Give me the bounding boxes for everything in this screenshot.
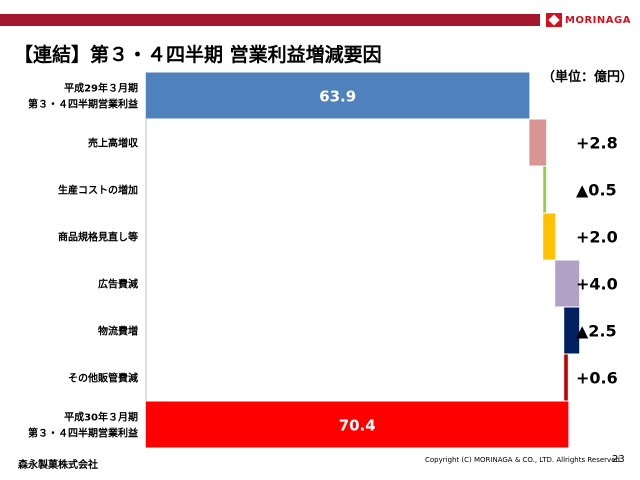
category-label: 平成30年３月期第３・４四半期営業利益: [28, 411, 138, 440]
category-label: その他販管費減: [68, 372, 138, 385]
delta-bar: [529, 119, 547, 166]
angel-mark-icon: [546, 13, 562, 27]
delta-value-label: +2.0: [576, 228, 618, 247]
delta-bar: [564, 307, 580, 354]
total-bar: [146, 401, 569, 448]
delta-value-label: +0.6: [576, 369, 618, 388]
unit-label: （単位：億円）: [542, 70, 634, 85]
category-label: 生産コストの増加: [58, 184, 138, 197]
category-label: 広告費減: [98, 278, 138, 291]
delta-bar: [543, 166, 547, 213]
page-title: 【連結】第３・４四半期 営業利益増減要因: [14, 44, 382, 66]
delta-value-label: ▲2.5: [576, 322, 617, 341]
category-label: 売上高増収: [88, 137, 139, 150]
delta-bar: [543, 213, 556, 260]
category-label: 物流費増: [98, 325, 138, 338]
page-number: 23: [612, 454, 625, 465]
category-label: 平成29年３月期第３・４四半期営業利益: [28, 82, 138, 111]
delta-bar: [564, 354, 568, 401]
total-value-label: 70.4: [339, 417, 376, 435]
logo-text: MORINAGA: [565, 14, 631, 26]
category-label: 商品規格見直し等: [58, 231, 138, 244]
total-bar: [146, 72, 530, 119]
header-bar: [0, 14, 540, 26]
delta-bar: [555, 260, 580, 307]
copyright: Copyright (C) MORINAGA & CO., LTD. Allri…: [425, 456, 623, 464]
company-name: 森永製菓株式会社: [18, 460, 98, 471]
delta-value-label: +2.8: [576, 134, 618, 153]
morinaga-logo: MORINAGA: [546, 11, 631, 29]
delta-value-label: ▲0.5: [576, 181, 617, 200]
total-value-label: 63.9: [319, 88, 356, 106]
delta-value-label: +4.0: [576, 275, 618, 294]
